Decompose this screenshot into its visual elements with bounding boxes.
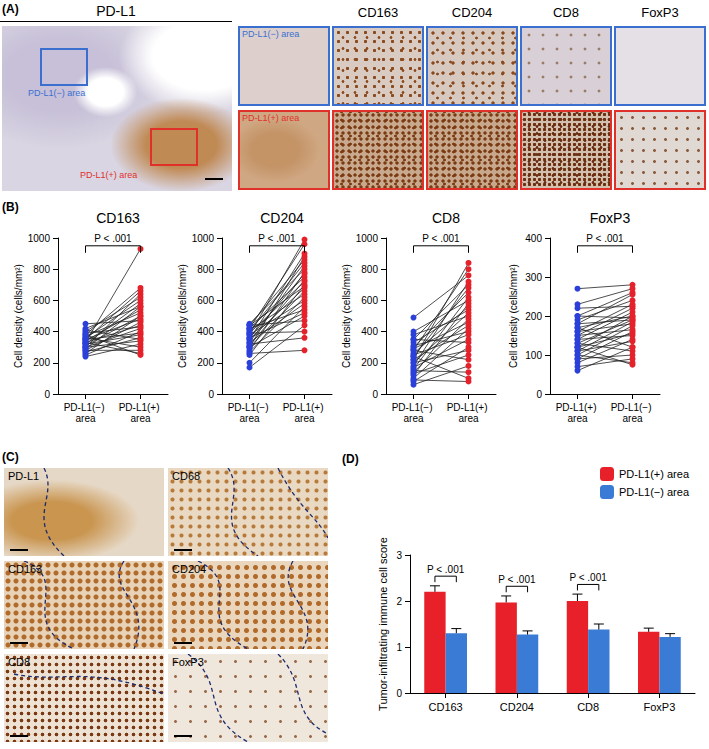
- svg-text:Cell density (cells/mm²): Cell density (cells/mm²): [177, 264, 188, 368]
- svg-text:0: 0: [536, 389, 542, 400]
- html-text:CD163: CD163: [357, 5, 399, 20]
- html-text:PD-L1(+) area: PD-L1(+) area: [242, 113, 300, 123]
- html-text:CD8: CD8: [8, 656, 30, 668]
- svg-text:PD-L1(+): PD-L1(+): [447, 402, 491, 413]
- svg-text:PD-L1(+) area: PD-L1(+) area: [619, 468, 690, 480]
- svg-text:400: 400: [525, 233, 542, 244]
- svg-text:1000: 1000: [28, 233, 51, 244]
- svg-text:1: 1: [396, 642, 402, 653]
- svg-text:PD-L1(+): PD-L1(+): [556, 402, 600, 413]
- html-text:(C): (C): [2, 450, 19, 464]
- html-text:CD8: CD8: [553, 5, 579, 20]
- svg-text:0: 0: [396, 688, 402, 699]
- html-text:(B): (B): [2, 200, 19, 214]
- html-text:CD68: CD68: [172, 470, 201, 482]
- svg-text:800: 800: [197, 264, 214, 275]
- html-text:PD-L1(−) area: PD-L1(−) area: [242, 29, 300, 39]
- svg-text:CD204: CD204: [500, 701, 534, 713]
- svg-text:PD-L1(−): PD-L1(−): [611, 402, 655, 413]
- html-text:PD-L1(−) area: PD-L1(−) area: [28, 88, 86, 98]
- svg-text:0: 0: [208, 389, 214, 400]
- svg-text:1000: 1000: [356, 233, 379, 244]
- svg-text:0: 0: [372, 389, 378, 400]
- svg-text:100: 100: [525, 350, 542, 361]
- svg-text:600: 600: [361, 295, 378, 306]
- svg-text:0: 0: [44, 389, 50, 400]
- svg-text:area: area: [622, 413, 642, 424]
- svg-text:200: 200: [33, 357, 50, 368]
- svg-text:CD8: CD8: [432, 210, 460, 226]
- svg-text:Cell density (cells/mm²): Cell density (cells/mm²): [13, 264, 24, 368]
- html-text:CD204: CD204: [172, 563, 207, 575]
- svg-text:3: 3: [396, 550, 402, 561]
- svg-text:area: area: [403, 413, 423, 424]
- svg-text:FoxP3: FoxP3: [643, 701, 675, 713]
- svg-text:P < .001: P < .001: [422, 233, 460, 244]
- svg-text:1000: 1000: [192, 233, 215, 244]
- svg-text:Cell density (cells/mm²): Cell density (cells/mm²): [508, 264, 519, 368]
- svg-text:200: 200: [197, 357, 214, 368]
- svg-text:CD163: CD163: [96, 210, 140, 226]
- html-text:CD163: CD163: [8, 563, 43, 575]
- svg-text:600: 600: [33, 295, 50, 306]
- svg-text:CD204: CD204: [260, 210, 304, 226]
- svg-text:P < .001: P < .001: [94, 233, 132, 244]
- svg-text:P < .001: P < .001: [427, 564, 465, 575]
- svg-text:area: area: [130, 413, 150, 424]
- svg-text:PD-L1(−): PD-L1(−): [392, 402, 436, 413]
- svg-text:200: 200: [361, 357, 378, 368]
- svg-text:600: 600: [197, 295, 214, 306]
- svg-text:Tumor-infiltrating immune cell: Tumor-infiltrating immune cell score: [377, 537, 389, 711]
- svg-text:PD-L1(−) area: PD-L1(−) area: [619, 486, 690, 498]
- svg-text:400: 400: [33, 326, 50, 337]
- svg-text:P < .001: P < .001: [569, 572, 607, 583]
- svg-text:400: 400: [197, 326, 214, 337]
- svg-text:area: area: [458, 413, 478, 424]
- svg-text:PD-L1(−): PD-L1(−): [64, 402, 108, 413]
- html-text:(A): (A): [2, 2, 19, 16]
- svg-text:300: 300: [525, 272, 542, 283]
- html-text:PD-L1: PD-L1: [8, 470, 40, 482]
- svg-text:2: 2: [396, 596, 402, 607]
- svg-text:area: area: [239, 413, 259, 424]
- svg-text:PD-L1(−): PD-L1(−): [228, 402, 272, 413]
- svg-text:P < .001: P < .001: [258, 233, 296, 244]
- svg-text:800: 800: [33, 264, 50, 275]
- html-text:FoxP3: FoxP3: [172, 656, 204, 668]
- svg-text:CD8: CD8: [577, 701, 599, 713]
- svg-text:400: 400: [361, 326, 378, 337]
- html-text:PD-L1(+) area: PD-L1(+) area: [80, 170, 138, 180]
- html-text:(D): (D): [342, 452, 359, 466]
- html-text:FoxP3: FoxP3: [641, 5, 679, 20]
- html-text:CD204: CD204: [451, 5, 493, 20]
- svg-text:CD163: CD163: [429, 701, 463, 713]
- html-text:PD-L1: PD-L1: [96, 3, 136, 19]
- svg-text:200: 200: [525, 311, 542, 322]
- svg-text:area: area: [75, 413, 95, 424]
- svg-text:FoxP3: FoxP3: [590, 210, 631, 226]
- svg-text:area: area: [567, 413, 587, 424]
- svg-text:P < .001: P < .001: [498, 574, 536, 585]
- svg-text:PD-L1(+): PD-L1(+): [283, 402, 327, 413]
- svg-text:800: 800: [361, 264, 378, 275]
- svg-text:PD-L1(+): PD-L1(+): [119, 402, 163, 413]
- svg-text:P < .001: P < .001: [586, 233, 624, 244]
- svg-text:area: area: [294, 413, 314, 424]
- svg-text:Cell density (cells/mm²): Cell density (cells/mm²): [341, 264, 352, 368]
